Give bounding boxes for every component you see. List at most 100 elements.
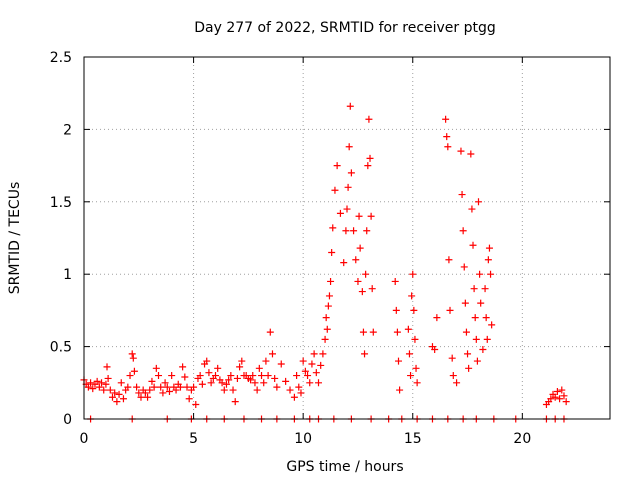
x-tick-label: 0 xyxy=(80,431,89,447)
data-point xyxy=(392,306,400,314)
data-point xyxy=(444,143,452,151)
data-point xyxy=(220,386,228,394)
data-point xyxy=(104,374,112,382)
data-point xyxy=(404,325,412,333)
data-point xyxy=(106,386,114,394)
x-tick-label: 15 xyxy=(404,431,422,447)
data-point xyxy=(393,328,401,336)
data-point xyxy=(359,328,367,336)
data-point xyxy=(329,224,337,232)
data-point xyxy=(111,389,119,397)
data-point xyxy=(405,350,413,358)
data-point xyxy=(133,383,141,391)
data-point xyxy=(308,360,316,368)
data-point xyxy=(260,379,268,387)
data-point xyxy=(459,227,467,235)
data-point xyxy=(231,398,239,406)
data-point xyxy=(340,259,348,267)
data-point xyxy=(89,385,97,393)
data-point xyxy=(350,227,358,235)
data-point xyxy=(203,357,211,365)
data-point xyxy=(468,205,476,213)
data-point xyxy=(485,244,493,252)
data-point xyxy=(137,393,145,401)
data-point xyxy=(192,401,200,409)
data-point xyxy=(141,389,149,397)
data-point xyxy=(442,115,450,123)
data-point xyxy=(290,393,298,401)
data-point xyxy=(179,363,187,371)
data-point xyxy=(562,398,570,406)
data-point xyxy=(152,364,160,372)
y-tick-label: 0 xyxy=(63,412,72,428)
data-point xyxy=(323,325,331,333)
data-point xyxy=(367,212,375,220)
data-point xyxy=(453,379,461,387)
x-tick-label: 20 xyxy=(513,431,531,447)
data-point xyxy=(214,364,222,372)
data-point xyxy=(366,154,374,162)
data-point xyxy=(286,386,294,394)
data-point xyxy=(356,244,364,252)
data-point xyxy=(363,227,371,235)
data-point xyxy=(117,379,125,387)
data-point xyxy=(124,383,132,391)
data-point xyxy=(347,169,355,177)
data-point xyxy=(553,387,561,395)
data-point xyxy=(277,360,285,368)
data-point xyxy=(129,354,137,362)
data-point xyxy=(273,383,281,391)
data-point xyxy=(460,263,468,271)
data-point xyxy=(233,374,241,382)
data-point xyxy=(157,383,165,391)
data-point xyxy=(247,376,255,384)
data-point xyxy=(321,335,329,343)
data-point xyxy=(461,299,469,307)
data-point xyxy=(331,186,339,194)
data-point xyxy=(445,256,453,264)
data-point xyxy=(483,335,491,343)
data-point xyxy=(249,372,257,380)
data-point xyxy=(352,256,360,264)
data-point xyxy=(342,227,350,235)
data-point xyxy=(343,205,351,213)
data-point xyxy=(364,162,372,170)
data-point xyxy=(255,364,263,372)
data-point xyxy=(126,372,134,380)
data-point xyxy=(413,379,421,387)
data-point xyxy=(369,328,377,336)
data-point xyxy=(196,372,204,380)
data-point xyxy=(471,314,479,322)
data-point xyxy=(558,386,566,394)
data-point xyxy=(251,379,259,387)
data-point xyxy=(484,256,492,264)
data-point xyxy=(306,379,314,387)
data-point xyxy=(172,386,180,394)
data-point xyxy=(358,288,366,296)
data-point xyxy=(328,248,336,256)
data-point xyxy=(310,350,318,358)
data-point xyxy=(161,379,169,387)
data-point xyxy=(325,292,333,300)
data-point xyxy=(470,285,478,293)
data-point xyxy=(293,372,301,380)
data-point xyxy=(487,270,495,278)
data-point xyxy=(481,285,489,293)
data-point xyxy=(362,270,370,278)
data-point xyxy=(128,350,136,358)
data-point xyxy=(443,133,451,141)
data-point xyxy=(368,285,376,293)
data-point xyxy=(225,376,233,384)
data-point xyxy=(95,383,103,391)
data-point xyxy=(411,335,419,343)
data-point xyxy=(146,386,154,394)
data-point xyxy=(299,357,307,365)
data-point xyxy=(344,183,352,191)
data-point xyxy=(185,395,193,403)
data-point xyxy=(102,380,110,388)
chart-title: Day 277 of 2022, SRMTID for receiver ptg… xyxy=(194,20,496,36)
grid-layer xyxy=(84,57,610,419)
data-point xyxy=(115,390,123,398)
data-point xyxy=(315,379,323,387)
